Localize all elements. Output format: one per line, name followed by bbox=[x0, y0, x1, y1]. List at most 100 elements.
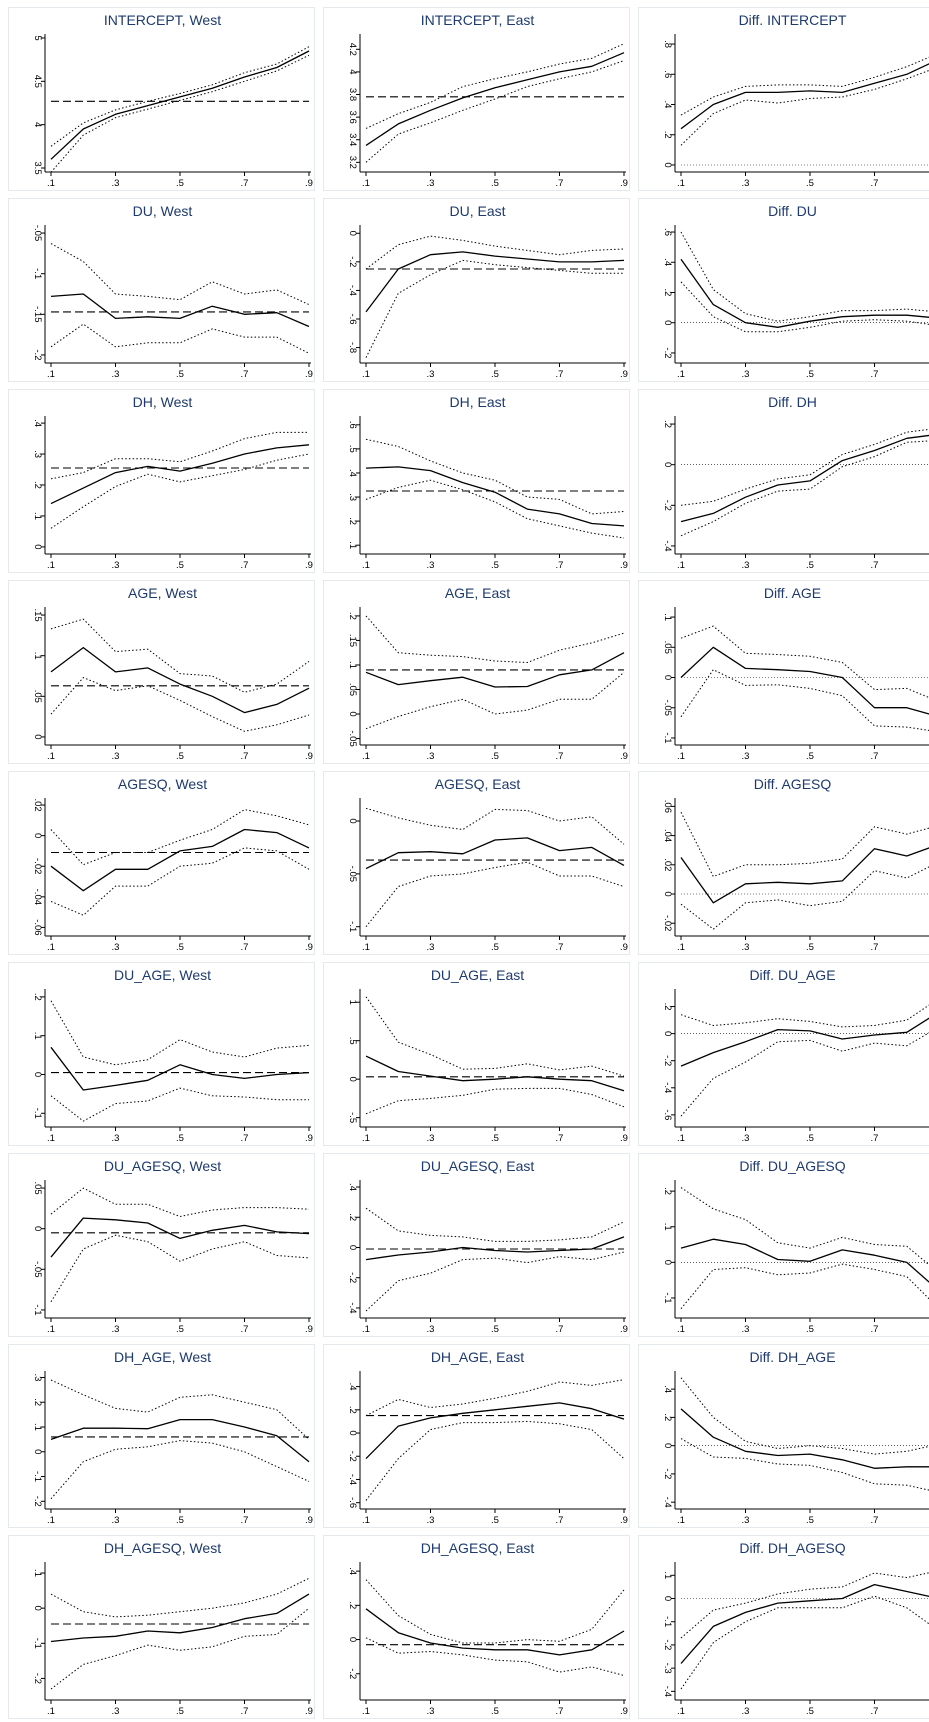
chart-svg: Diff. DU_AGE-.6-.4-.20.2.1.3.5.7.9 bbox=[662, 967, 929, 1144]
y-tick-label: .6 bbox=[662, 70, 673, 78]
y-tick-label: -.1 bbox=[347, 921, 358, 932]
x-tick-label: .3 bbox=[427, 942, 435, 953]
y-tick-label: .4 bbox=[347, 1183, 358, 1191]
x-tick-label: .1 bbox=[47, 1515, 55, 1526]
y-tick-label: .2 bbox=[662, 1187, 673, 1195]
chart-title: DU_AGESQ, West bbox=[104, 1158, 221, 1174]
chart-title: DU, West bbox=[133, 203, 193, 219]
y-tick-label: .2 bbox=[662, 289, 673, 297]
y-tick-label: .3 bbox=[32, 450, 43, 458]
estimate-line bbox=[50, 50, 310, 160]
chart-title: DH_AGESQ, West bbox=[104, 1540, 221, 1556]
x-tick-label: .1 bbox=[677, 942, 685, 953]
x-tick-label: .1 bbox=[362, 942, 370, 953]
chart-title: DU, East bbox=[449, 203, 505, 219]
y-tick-label: -.6 bbox=[347, 313, 358, 324]
x-tick-label: .5 bbox=[806, 1706, 814, 1717]
chart-panel: Diff. DU_AGE-.6-.4-.20.2.1.3.5.7.9 bbox=[638, 962, 929, 1146]
chart-svg: DH, West 0 .1 .2 .3 .4 .1 .3 .5 .7 .9 bbox=[32, 394, 313, 571]
chart-title: DU_AGESQ, East bbox=[421, 1158, 535, 1174]
x-tick-label: .3 bbox=[112, 942, 120, 953]
y-tick-label: .2 bbox=[347, 517, 358, 525]
x-tick-label: .5 bbox=[176, 560, 184, 571]
confidence-bound-line bbox=[50, 1379, 310, 1440]
chart-panel: AGE, West 0 .05 .1 .15 .1 .3 .5 .7 .9 bbox=[8, 580, 315, 764]
x-tick-label: .3 bbox=[427, 1324, 435, 1335]
chart-title: AGE, East bbox=[445, 585, 510, 601]
y-tick-label: -.4 bbox=[347, 285, 358, 296]
confidence-bound-line bbox=[50, 847, 310, 916]
confidence-bound-line bbox=[365, 1637, 625, 1676]
x-tick-label: .1 bbox=[362, 1706, 370, 1717]
estimate-line bbox=[50, 1046, 310, 1091]
x-tick-label: .7 bbox=[556, 1324, 564, 1335]
chart-panel: DH_AGESQ, East -.2 0 .2 .4 .1 .3 .5 .7 .9 bbox=[323, 1535, 630, 1719]
chart-svg: INTERCEPT, West 3.5 4 4.5 5 .1 .3 .5 .7 .9 bbox=[32, 12, 313, 189]
x-tick-label: .7 bbox=[871, 1515, 879, 1526]
y-tick-label: .2 bbox=[32, 481, 43, 489]
x-tick-label: .3 bbox=[742, 751, 750, 762]
x-tick-label: .9 bbox=[305, 751, 313, 762]
x-tick-label: .5 bbox=[176, 178, 184, 189]
x-tick-label: .5 bbox=[176, 1515, 184, 1526]
y-tick-label: .15 bbox=[32, 608, 43, 621]
chart-panel: DH_AGE, West -.2 -.1 0 .1 .2 .3 .1 .3 .5 .7 .9 bbox=[8, 1344, 315, 1528]
y-tick-label: -.05 bbox=[32, 1261, 43, 1277]
chart-title: AGESQ, West bbox=[118, 776, 207, 792]
y-tick-label: 0 bbox=[32, 1449, 43, 1454]
x-tick-label: .1 bbox=[47, 369, 55, 380]
chart-panel: AGESQ, East -.1 -.05 0 .1 .3 .5 .7 .9 bbox=[323, 771, 630, 955]
confidence-bound-line bbox=[50, 46, 310, 147]
confidence-bound-line bbox=[50, 431, 309, 480]
x-tick-label: .5 bbox=[176, 751, 184, 762]
estimate-line bbox=[50, 1217, 310, 1258]
y-tick-label: .6 bbox=[662, 228, 673, 236]
chart-panel: Diff. DH-.4-.20.2.1.3.5.7.9 bbox=[638, 389, 929, 573]
chart-panel: DU, West -.2 -.15 -.1 -.05 .1 .3 .5 .7 .9 bbox=[8, 198, 315, 382]
chart-title: Diff. DU_AGE bbox=[749, 967, 835, 983]
confidence-bound-line bbox=[50, 1187, 310, 1217]
y-tick-label: -.1 bbox=[32, 1471, 43, 1482]
x-tick-label: .5 bbox=[491, 369, 499, 380]
chart-svg: Diff. AGE-.1-.050.05.1.1.3.5.7.9 bbox=[662, 585, 929, 762]
x-tick-label: .1 bbox=[47, 751, 55, 762]
y-tick-label: 0 bbox=[347, 1637, 358, 1642]
y-tick-label: .2 bbox=[662, 420, 673, 428]
x-tick-label: .9 bbox=[305, 560, 313, 571]
y-tick-label: .2 bbox=[347, 1406, 358, 1414]
y-tick-label: .05 bbox=[662, 641, 673, 654]
confidence-bound-line bbox=[680, 1595, 929, 1690]
chart-svg: AGE, East -.05 0 .05 .1 .15 .2 .1 .3 .5 .7 .9 bbox=[347, 585, 628, 762]
chart-title: DU_AGE, East bbox=[431, 967, 524, 983]
chart-panel: DU, East -.8 -.6 -.4 -.2 0 .1 .3 .5 .7 .9 bbox=[323, 198, 630, 382]
chart-title: AGESQ, East bbox=[435, 776, 521, 792]
y-tick-label: -.15 bbox=[32, 306, 43, 322]
x-tick-label: .1 bbox=[362, 1515, 370, 1526]
y-tick-label: -.2 bbox=[32, 1496, 43, 1507]
chart-title: DH_AGESQ, East bbox=[421, 1540, 535, 1556]
x-tick-label: .3 bbox=[427, 1706, 435, 1717]
x-tick-label: .7 bbox=[241, 751, 249, 762]
estimate-line bbox=[680, 1238, 929, 1283]
confidence-bound-line bbox=[365, 43, 625, 129]
x-tick-label: .5 bbox=[176, 1706, 184, 1717]
chart-svg: Diff. DU_AGESQ-.10.1.2.1.3.5.7.9 bbox=[662, 1158, 929, 1335]
estimate-line bbox=[680, 646, 929, 715]
chart-title: Diff. AGESQ bbox=[754, 776, 832, 792]
y-tick-label: .4 bbox=[662, 258, 673, 266]
confidence-bound-line bbox=[680, 1263, 929, 1310]
x-tick-label: .7 bbox=[871, 178, 879, 189]
x-tick-label: .7 bbox=[556, 1515, 564, 1526]
x-tick-label: .7 bbox=[556, 1133, 564, 1144]
y-tick-label: .1 bbox=[662, 613, 673, 621]
chart-svg: DU, East -.8 -.6 -.4 -.2 0 .1 .3 .5 .7 .9 bbox=[347, 203, 628, 380]
x-tick-label: .7 bbox=[241, 1515, 249, 1526]
x-tick-label: .7 bbox=[556, 369, 564, 380]
y-tick-label: -.1 bbox=[662, 732, 673, 743]
confidence-bound-line bbox=[365, 671, 625, 730]
estimate-line bbox=[365, 652, 625, 688]
x-tick-label: .3 bbox=[427, 178, 435, 189]
y-tick-label: 3.4 bbox=[347, 133, 358, 146]
